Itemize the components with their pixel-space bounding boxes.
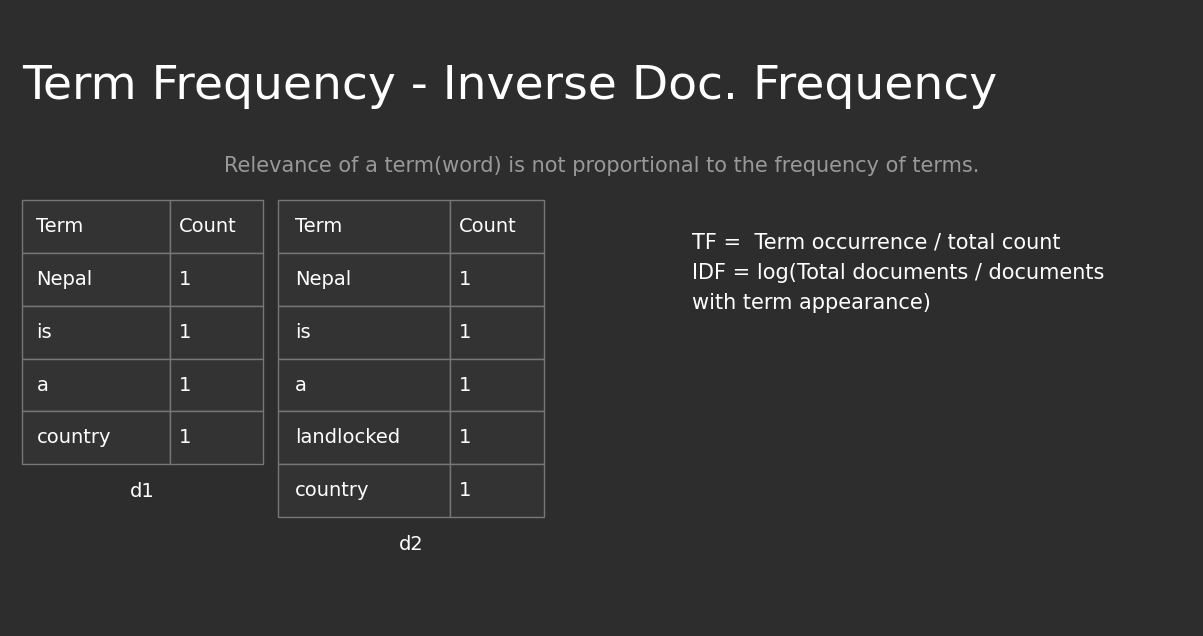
Text: 1: 1 bbox=[460, 323, 472, 342]
Text: 1: 1 bbox=[179, 270, 191, 289]
Text: 1: 1 bbox=[460, 270, 472, 289]
Text: landlocked: landlocked bbox=[295, 429, 401, 447]
Text: 1: 1 bbox=[179, 429, 191, 447]
Text: country: country bbox=[36, 429, 111, 447]
Text: Relevance of a term(word) is not proportional to the frequency of terms.: Relevance of a term(word) is not proport… bbox=[224, 156, 979, 176]
Text: 1: 1 bbox=[460, 429, 472, 447]
Text: Nepal: Nepal bbox=[36, 270, 93, 289]
Text: 1: 1 bbox=[460, 481, 472, 500]
Text: is: is bbox=[295, 323, 310, 342]
Text: Count: Count bbox=[179, 218, 237, 236]
Text: Term: Term bbox=[295, 218, 343, 236]
Text: country: country bbox=[295, 481, 369, 500]
Text: Nepal: Nepal bbox=[295, 270, 351, 289]
Text: 1: 1 bbox=[460, 376, 472, 394]
Text: TF =  Term occurrence / total count
IDF = log(Total documents / documents
with t: TF = Term occurrence / total count IDF =… bbox=[692, 232, 1104, 313]
Text: d1: d1 bbox=[130, 482, 155, 501]
Text: a: a bbox=[295, 376, 307, 394]
Text: 1: 1 bbox=[179, 323, 191, 342]
Text: 1: 1 bbox=[179, 376, 191, 394]
Text: Term Frequency - Inverse Doc. Frequency: Term Frequency - Inverse Doc. Frequency bbox=[22, 64, 997, 109]
Text: Count: Count bbox=[460, 218, 517, 236]
Text: a: a bbox=[36, 376, 48, 394]
Text: Term: Term bbox=[36, 218, 84, 236]
Text: is: is bbox=[36, 323, 52, 342]
Text: d2: d2 bbox=[398, 535, 423, 554]
